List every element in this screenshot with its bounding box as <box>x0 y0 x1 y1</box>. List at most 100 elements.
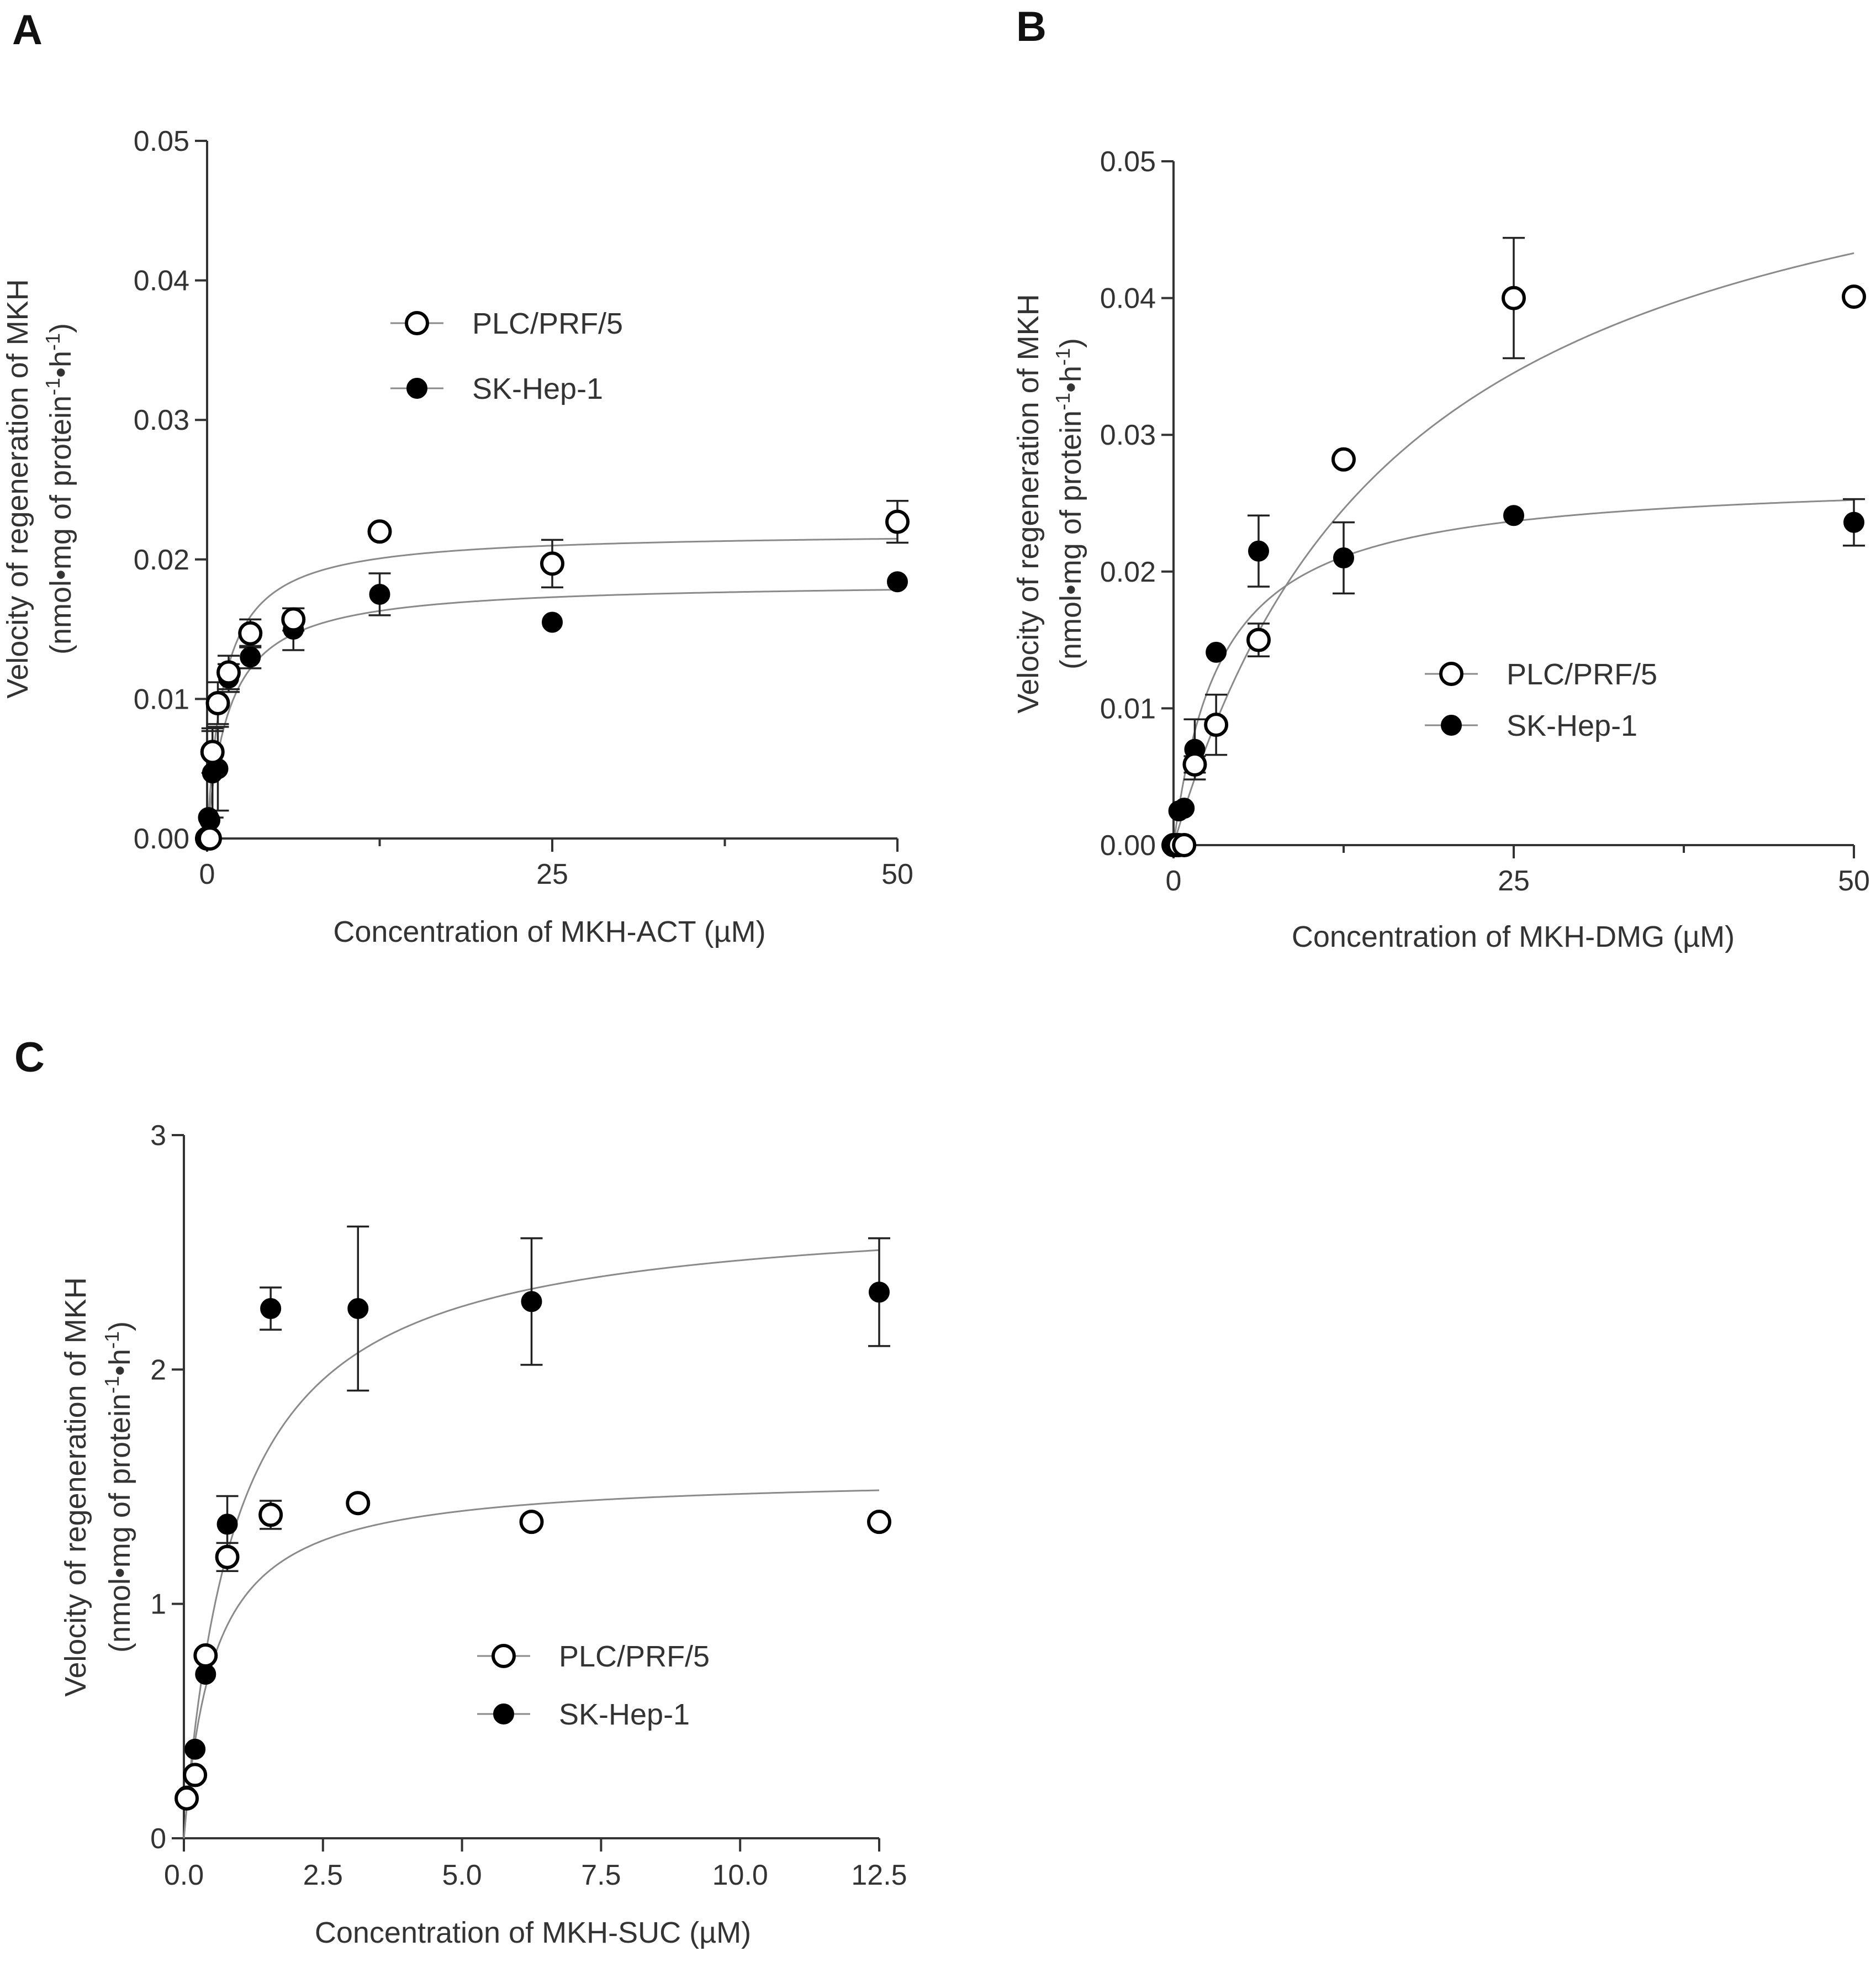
data-point-open <box>1246 627 1271 652</box>
y-axis-units-superscript: -1 <box>1051 393 1074 410</box>
data-point-filled <box>1206 641 1227 663</box>
x-tick-label: 0 <box>1166 865 1182 897</box>
data-point-open <box>183 1763 208 1787</box>
y-axis-units-part: ) <box>103 1321 136 1331</box>
data-point-open <box>193 1643 218 1668</box>
data-point-open <box>198 826 222 851</box>
legend-label: PLC/PRF/5 <box>559 1640 710 1673</box>
legend: PLC/PRF/5 SK-Hep-1 <box>390 307 623 405</box>
x-tick-label: 12.5 <box>851 1859 907 1891</box>
data-point-filled <box>184 1738 206 1760</box>
data-point-filled <box>347 1298 369 1320</box>
y-axis-units-superscript: -1 <box>41 378 64 395</box>
legend-marker-filled <box>406 378 427 399</box>
data-point-open <box>1502 286 1526 310</box>
y-tick-label: 0.04 <box>134 265 189 297</box>
y-tick-label: 0.00 <box>1100 830 1156 862</box>
y-tick-label: 0.02 <box>1100 556 1156 588</box>
y-axis-units: (nmol•mg of protein-1•h-1) <box>41 323 78 655</box>
data-point-filled <box>542 611 563 633</box>
y-axis-units-superscript: -1 <box>1051 348 1074 366</box>
y-axis-units-part: (nmol•mg of protein <box>1054 410 1087 669</box>
legend: PLC/PRF/5 SK-Hep-1 <box>477 1640 710 1731</box>
y-tick-label: 0.01 <box>134 683 189 715</box>
x-tick-label: 50 <box>1838 865 1870 897</box>
y-axis-units-part: •h <box>1054 366 1087 393</box>
y-axis-units-part: (nmol•mg of protein <box>44 395 77 655</box>
y-tick-label: 0.00 <box>134 823 189 855</box>
y-tick-label: 2 <box>150 1354 166 1386</box>
fit-curve-plc-prf-5 <box>183 1489 880 1839</box>
y-axis-units-part: •h <box>44 351 77 378</box>
data-point-filled <box>1174 798 1195 819</box>
y-tick-label: 0.05 <box>134 125 189 157</box>
y-axis-units-part: ) <box>44 323 77 333</box>
data-point-open <box>540 551 564 576</box>
data-point-filled <box>240 646 261 668</box>
y-axis-units-part: (nmol•mg of protein <box>103 1394 136 1653</box>
data-point-open <box>258 1502 283 1527</box>
legend-label: SK-Hep-1 <box>472 372 603 405</box>
y-axis-units-part: •h <box>103 1349 136 1376</box>
y-axis-units-part: ) <box>1054 338 1087 348</box>
legend-marker-open <box>1439 662 1463 686</box>
data-point-open <box>281 607 306 632</box>
data-point-open <box>200 740 225 764</box>
x-axis-title: Concentration of MKH-SUC (µM) <box>315 1916 751 1949</box>
x-tick-label: 5.0 <box>442 1859 482 1891</box>
data-point-open <box>1182 752 1207 777</box>
data-point-open <box>885 509 910 534</box>
chart-panel-a: 0.00 0.01 0.02 0.03 0.04 0.05 0 25 50 Concentrati… <box>1 125 913 948</box>
data-point-open <box>519 1510 544 1534</box>
legend-label: SK-Hep-1 <box>1507 709 1637 742</box>
x-tick-label: 7.5 <box>581 1859 621 1891</box>
data-point-open <box>367 519 392 544</box>
y-tick-label: 0.03 <box>134 404 189 436</box>
panel-label-c: C <box>14 1034 45 1081</box>
x-tick-label: 25 <box>1498 865 1530 897</box>
data-point-open <box>238 621 263 646</box>
data-point-filled <box>1503 505 1524 526</box>
y-tick-label: 1 <box>150 1589 166 1621</box>
data-point-open <box>1172 833 1197 857</box>
fit-curve-sk-hep-1 <box>206 589 898 839</box>
y-tick-label: 0.01 <box>1100 693 1156 725</box>
data-point-filled <box>1843 511 1864 533</box>
data-point-open <box>205 690 230 715</box>
data-point-open <box>215 1544 240 1569</box>
y-axis-title: Velocity of regeneration of MKH <box>1 279 34 698</box>
y-axis-units-superscript: -1 <box>101 1331 123 1349</box>
x-axis-title: Concentration of MKH-ACT (µM) <box>333 915 765 948</box>
data-point-filled <box>869 1281 890 1303</box>
data-point-filled <box>216 1513 238 1535</box>
y-axis-units: (nmol•mg of protein-1•h-1) <box>101 1321 137 1653</box>
y-axis-units: (nmol•mg of protein-1•h-1) <box>1051 338 1088 669</box>
y-tick-label: 0 <box>150 1823 166 1855</box>
legend: PLC/PRF/5 SK-Hep-1 <box>1425 658 1657 742</box>
data-point-open <box>867 1510 891 1534</box>
y-tick-label: 0.02 <box>134 544 189 576</box>
panel-label-a: A <box>12 7 43 54</box>
x-tick-label: 0 <box>199 858 215 890</box>
y-tick-label: 3 <box>150 1120 166 1152</box>
y-axis-units-superscript: -1 <box>101 1376 123 1394</box>
x-tick-label: 50 <box>881 858 913 890</box>
chart-panel-c: 0 1 2 3 0.0 2.5 5.0 7.5 10.0 12.5 Concentration of… <box>59 1120 907 1949</box>
y-axis-title: Velocity of regeneration of MKH <box>59 1277 92 1696</box>
legend-label: PLC/PRF/5 <box>1507 658 1657 691</box>
data-point-filled <box>887 571 908 593</box>
data-point-filled <box>369 583 390 605</box>
legend-marker-open <box>405 311 429 335</box>
data-point-open <box>216 660 241 685</box>
legend-label: PLC/PRF/5 <box>472 307 623 340</box>
x-tick-label: 25 <box>536 858 568 890</box>
data-point-filled <box>521 1291 542 1312</box>
data-point-open <box>346 1491 371 1516</box>
data-point-filled <box>1333 547 1354 569</box>
legend-marker-filled <box>1441 715 1462 736</box>
data-point-filled <box>260 1298 282 1320</box>
y-axis-title: Velocity of regeneration of MKH <box>1012 294 1045 713</box>
y-tick-label: 0.03 <box>1100 419 1156 451</box>
data-point-filled <box>1248 540 1269 562</box>
